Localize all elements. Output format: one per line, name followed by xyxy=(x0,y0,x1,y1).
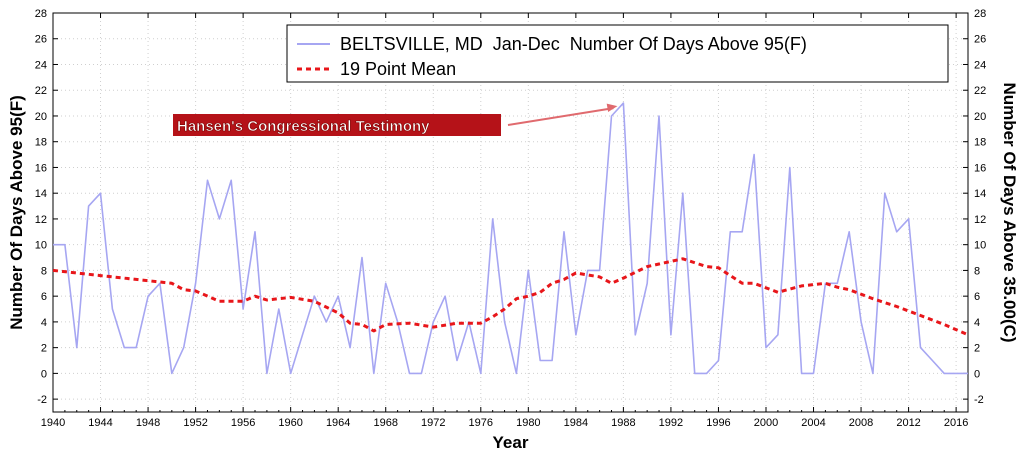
annotation-arrow xyxy=(507,107,614,126)
annotation-arrowhead xyxy=(606,103,618,112)
annotation-label: Hansen's Congressional Testimony xyxy=(177,118,430,135)
annotation: Hansen's Congressional Testimony xyxy=(173,103,618,136)
series-line-mean xyxy=(52,257,969,337)
y-tick-label-left: 10 xyxy=(35,240,47,252)
y-tick-label-right: 2 xyxy=(974,343,980,355)
legend: BELTSVILLE, MD Jan-Dec Number Of Days Ab… xyxy=(286,24,949,83)
y-tick-label-left: 20 xyxy=(35,111,47,123)
x-tick-label: 1956 xyxy=(231,417,255,429)
x-tick-label: 1972 xyxy=(421,417,445,429)
y-tick-label-right: 4 xyxy=(974,317,980,329)
y-tick-label-left: 8 xyxy=(41,265,47,277)
y-tick-label-left: 6 xyxy=(41,291,47,303)
x-tick-label: 2008 xyxy=(849,417,873,429)
y-tick-label-right: 26 xyxy=(974,34,986,46)
annotation-background xyxy=(173,114,501,136)
y-tick-label-left: 12 xyxy=(35,214,47,226)
x-tick-label: 1992 xyxy=(659,417,683,429)
y-tick-label-left: 28 xyxy=(35,8,47,20)
y-tick-label-right: 16 xyxy=(974,162,986,174)
y-tick-label-right: 28 xyxy=(974,8,986,20)
series-line-station xyxy=(53,102,968,375)
y-tick-label-right: 22 xyxy=(974,85,986,97)
x-tick-label: 2012 xyxy=(896,417,920,429)
x-axis-title: Year xyxy=(493,433,529,452)
y-axis-title-left: Number Of Days Above 95(F) xyxy=(7,95,26,330)
x-tick-label: 1968 xyxy=(373,417,397,429)
y-tick-label-left: 2 xyxy=(41,343,47,355)
y-tick-label-right: 8 xyxy=(974,265,980,277)
y-tick-label-right: 20 xyxy=(974,111,986,123)
y-tick-label-right: 18 xyxy=(974,137,986,149)
y-tick-label-right: 24 xyxy=(974,59,986,71)
x-tick-label: 1980 xyxy=(516,417,540,429)
legend-label-station: BELTSVILLE, MD Jan-Dec Number Of Days Ab… xyxy=(340,34,807,54)
y-tick-label-right: 12 xyxy=(974,214,986,226)
x-tick-label: 1952 xyxy=(183,417,207,429)
y-axis-title-right: Number Of Days Above 35.00(C) xyxy=(1000,82,1019,342)
y-tick-label-left: 16 xyxy=(35,162,47,174)
y-tick-label-left: 26 xyxy=(35,34,47,46)
legend-box xyxy=(286,24,949,83)
x-tick-label: 1984 xyxy=(564,417,588,429)
y-tick-label-right: 0 xyxy=(974,368,980,380)
y-tick-label-left: 14 xyxy=(35,188,47,200)
x-tick-label: 1988 xyxy=(611,417,635,429)
y-tick-label-left: 18 xyxy=(35,137,47,149)
x-tick-label: 1976 xyxy=(469,417,493,429)
x-tick-label: 2004 xyxy=(801,417,825,429)
y-tick-label-left: 4 xyxy=(41,317,47,329)
x-tick-label: 1944 xyxy=(88,417,112,429)
y-tick-label-left: 0 xyxy=(41,368,47,380)
y-tick-label-right: -2 xyxy=(974,394,984,406)
x-tick-label: 1964 xyxy=(326,417,350,429)
x-tick-label: 1940 xyxy=(41,417,65,429)
legend-label-mean: 19 Point Mean xyxy=(340,59,456,79)
y-tick-label-left: -2 xyxy=(37,394,47,406)
series-layer xyxy=(52,102,969,375)
x-tick-label: 2016 xyxy=(944,417,968,429)
plot-frame xyxy=(52,12,969,413)
y-tick-label-right: 14 xyxy=(974,188,986,200)
y-tick-label-left: 24 xyxy=(35,59,47,71)
x-tick-label: 1996 xyxy=(706,417,730,429)
y-tick-label-right: 10 xyxy=(974,240,986,252)
x-tick-label: 1960 xyxy=(278,417,302,429)
y-tick-label-right: 6 xyxy=(974,291,980,303)
y-tick-label-left: 22 xyxy=(35,85,47,97)
x-tick-label: 1948 xyxy=(136,417,160,429)
x-tick-label: 2000 xyxy=(754,417,778,429)
